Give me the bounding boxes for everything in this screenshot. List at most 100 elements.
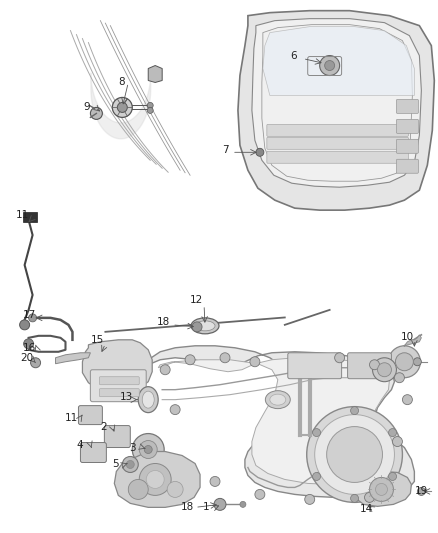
Circle shape	[117, 102, 127, 112]
FancyBboxPatch shape	[90, 370, 146, 402]
Text: 3: 3	[129, 442, 136, 453]
FancyBboxPatch shape	[81, 442, 106, 463]
Circle shape	[350, 495, 359, 503]
Text: 1: 1	[203, 503, 209, 512]
Circle shape	[403, 394, 413, 405]
FancyBboxPatch shape	[267, 151, 408, 163]
Circle shape	[24, 339, 34, 349]
Circle shape	[112, 98, 132, 117]
Circle shape	[314, 415, 395, 495]
Text: 10: 10	[401, 332, 414, 342]
Circle shape	[325, 61, 335, 70]
Circle shape	[210, 477, 220, 487]
Circle shape	[90, 108, 102, 119]
Ellipse shape	[142, 391, 154, 408]
Circle shape	[170, 405, 180, 415]
Circle shape	[250, 357, 260, 367]
FancyBboxPatch shape	[78, 406, 102, 425]
Ellipse shape	[191, 318, 219, 334]
Ellipse shape	[138, 386, 158, 413]
Polygon shape	[263, 27, 414, 95]
Circle shape	[147, 108, 153, 114]
Circle shape	[413, 358, 421, 366]
Text: 4: 4	[76, 440, 83, 449]
Circle shape	[192, 322, 202, 332]
FancyBboxPatch shape	[396, 100, 418, 114]
Circle shape	[139, 441, 157, 458]
Circle shape	[378, 363, 392, 377]
Text: 16: 16	[23, 343, 36, 353]
Circle shape	[147, 102, 153, 108]
Circle shape	[146, 471, 164, 488]
Circle shape	[160, 365, 170, 375]
Circle shape	[327, 426, 382, 482]
Circle shape	[31, 358, 41, 368]
Text: 17: 17	[23, 310, 36, 320]
Circle shape	[392, 437, 403, 447]
Text: 18: 18	[156, 317, 170, 327]
Polygon shape	[148, 66, 162, 83]
Circle shape	[313, 429, 321, 437]
Polygon shape	[148, 346, 414, 497]
Text: 9: 9	[83, 102, 90, 112]
Circle shape	[364, 492, 374, 503]
Polygon shape	[158, 358, 401, 484]
Text: 15: 15	[91, 335, 104, 345]
Circle shape	[185, 355, 195, 365]
Polygon shape	[82, 340, 152, 393]
Circle shape	[375, 483, 388, 495]
FancyBboxPatch shape	[99, 377, 139, 385]
Polygon shape	[56, 353, 90, 364]
Text: 18: 18	[180, 503, 194, 512]
Text: 2: 2	[100, 422, 107, 432]
Circle shape	[122, 456, 138, 472]
Circle shape	[132, 433, 164, 465]
Circle shape	[167, 481, 183, 497]
Text: 11: 11	[65, 413, 78, 423]
Text: 11: 11	[16, 210, 29, 220]
FancyBboxPatch shape	[99, 389, 139, 397]
FancyBboxPatch shape	[348, 353, 392, 379]
FancyBboxPatch shape	[267, 124, 408, 136]
Circle shape	[389, 429, 396, 437]
Circle shape	[214, 498, 226, 511]
Polygon shape	[114, 451, 200, 507]
FancyBboxPatch shape	[396, 139, 418, 154]
Circle shape	[307, 407, 403, 503]
Text: 5: 5	[112, 459, 119, 470]
Circle shape	[372, 358, 396, 382]
Ellipse shape	[195, 321, 215, 331]
Polygon shape	[404, 335, 421, 346]
Polygon shape	[352, 472, 411, 506]
Circle shape	[240, 502, 246, 507]
Circle shape	[220, 353, 230, 363]
Polygon shape	[252, 19, 421, 187]
FancyBboxPatch shape	[104, 425, 130, 448]
FancyBboxPatch shape	[396, 159, 418, 173]
Circle shape	[417, 487, 425, 495]
Circle shape	[396, 353, 413, 371]
Circle shape	[395, 373, 404, 383]
Ellipse shape	[265, 391, 290, 409]
Text: 6: 6	[290, 51, 297, 61]
Circle shape	[320, 55, 339, 76]
Circle shape	[335, 353, 345, 363]
Text: 7: 7	[222, 146, 228, 155]
Text: 8: 8	[118, 77, 125, 87]
Circle shape	[305, 495, 314, 504]
Circle shape	[389, 472, 396, 480]
Circle shape	[370, 478, 393, 502]
Text: 20: 20	[20, 353, 33, 363]
FancyBboxPatch shape	[396, 119, 418, 133]
FancyBboxPatch shape	[267, 138, 408, 149]
Text: 12: 12	[190, 295, 203, 305]
Text: 14: 14	[360, 504, 373, 514]
Circle shape	[28, 314, 37, 322]
Circle shape	[370, 360, 379, 370]
Polygon shape	[238, 11, 434, 210]
Circle shape	[313, 472, 321, 480]
Bar	[23, 212, 37, 222]
Circle shape	[128, 480, 148, 499]
Circle shape	[256, 148, 264, 156]
Circle shape	[20, 320, 30, 330]
